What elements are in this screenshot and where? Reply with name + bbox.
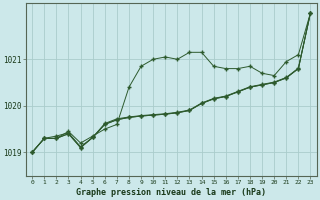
X-axis label: Graphe pression niveau de la mer (hPa): Graphe pression niveau de la mer (hPa)	[76, 188, 266, 197]
